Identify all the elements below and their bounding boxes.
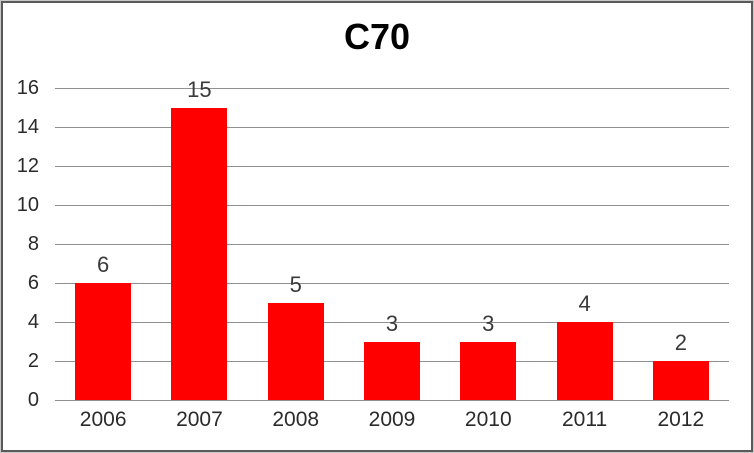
chart-title: C70 xyxy=(343,16,411,57)
ytick-label-16: 16 xyxy=(16,77,39,99)
bar-2011 xyxy=(556,322,613,400)
ytick-label-8: 8 xyxy=(27,233,39,255)
ytick-label-2: 2 xyxy=(27,350,39,372)
xtick-label-2008: 2008 xyxy=(272,408,320,431)
bar-value-label-2008: 5 xyxy=(289,271,302,297)
bar-2012 xyxy=(652,361,709,400)
xtick-label-2010: 2010 xyxy=(464,408,512,431)
bar-2007 xyxy=(171,107,228,400)
bar-2010 xyxy=(460,341,517,400)
gridline-y10 xyxy=(55,205,729,206)
ytick-label-4: 4 xyxy=(27,311,39,333)
gridline-y8 xyxy=(55,244,729,245)
gridline-y0 xyxy=(55,400,729,401)
bar-value-label-2010: 3 xyxy=(482,310,495,336)
ytick-label-10: 10 xyxy=(16,194,39,216)
ytick-label-6: 6 xyxy=(27,272,39,294)
xtick-label-2009: 2009 xyxy=(368,408,416,431)
ytick-label-14: 14 xyxy=(16,116,39,138)
gridline-y12 xyxy=(55,166,729,167)
xtick-label-2011: 2011 xyxy=(561,408,608,431)
ytick-label-12: 12 xyxy=(16,155,39,177)
bar-value-label-2011: 4 xyxy=(578,291,591,316)
gridline-y16 xyxy=(55,88,729,89)
bar-value-label-2006: 6 xyxy=(97,252,110,277)
gridline-y4 xyxy=(55,322,729,323)
bar-2008 xyxy=(267,302,324,400)
plot-area: 0 2 4 6 8 10 12 14 16 6 2006 15 2007 5 2008 3 2009 3 2010 4… xyxy=(3,3,751,450)
xtick-label-2006: 2006 xyxy=(79,408,127,431)
bar-value-label-2007: 15 xyxy=(187,76,212,102)
ytick-label-0: 0 xyxy=(27,389,39,411)
bar-2009 xyxy=(364,341,420,400)
bar-2006 xyxy=(75,283,132,400)
gridline-y6 xyxy=(55,283,729,284)
xtick-label-2012: 2012 xyxy=(657,408,705,431)
bar-value-label-2009: 3 xyxy=(385,310,399,336)
xtick-label-2007: 2007 xyxy=(176,408,223,431)
bar-value-label-2012: 2 xyxy=(674,330,687,355)
gridline-y14 xyxy=(55,127,729,128)
